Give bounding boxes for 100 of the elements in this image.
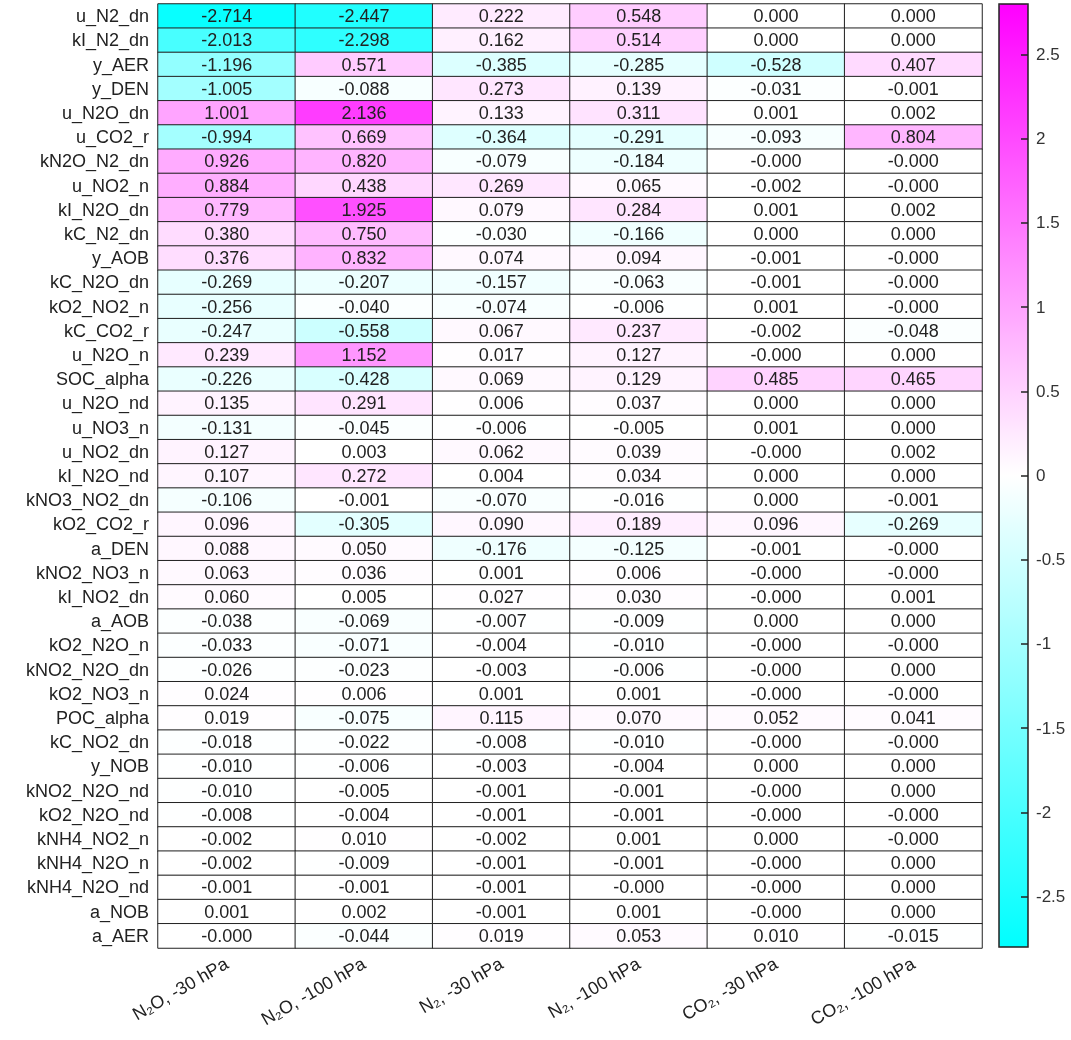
data-label: -0.008 bbox=[475, 732, 527, 753]
data-label: 0.002 bbox=[890, 441, 936, 462]
data-label: -0.026 bbox=[201, 659, 253, 680]
data-label: -0.000 bbox=[750, 683, 802, 704]
data-label: 0.269 bbox=[478, 175, 524, 196]
data-label: -0.125 bbox=[613, 538, 665, 559]
color-bar-label: 1.5 bbox=[1036, 213, 1060, 233]
data-label: 0.000 bbox=[890, 393, 936, 414]
data-label: -0.001 bbox=[475, 853, 527, 874]
data-label: -0.364 bbox=[475, 127, 527, 148]
data-label: 0.001 bbox=[753, 102, 799, 123]
data-label: 0.000 bbox=[890, 756, 936, 777]
y-tick-label: kC_CO2_r bbox=[63, 320, 149, 342]
data-label: -0.004 bbox=[338, 804, 390, 825]
data-label: -0.994 bbox=[201, 127, 253, 148]
data-label: 0.000 bbox=[890, 417, 936, 438]
data-label: 0.571 bbox=[341, 54, 387, 75]
y-tick-label: u_N2O_dn bbox=[61, 102, 149, 124]
data-label: 0.001 bbox=[753, 417, 799, 438]
data-label: -0.002 bbox=[201, 829, 253, 850]
data-label: 0.107 bbox=[204, 466, 250, 486]
y-tick-label: kO2_NO3_n bbox=[48, 683, 149, 705]
data-label: -0.000 bbox=[750, 635, 802, 656]
data-label: -0.069 bbox=[338, 611, 390, 632]
data-label: -0.000 bbox=[887, 683, 939, 704]
data-label: -0.031 bbox=[750, 78, 802, 99]
y-tick-label: a_AOB bbox=[90, 611, 149, 633]
data-label: 0.127 bbox=[204, 441, 250, 462]
data-label: 0.291 bbox=[341, 393, 387, 414]
data-label: -0.131 bbox=[201, 417, 253, 438]
data-label: -0.007 bbox=[475, 611, 527, 632]
data-label: 0.027 bbox=[478, 587, 524, 608]
data-label: -0.256 bbox=[201, 296, 253, 317]
data-label: 0.053 bbox=[616, 925, 662, 946]
y-tick-label: kNH4_N2O_n bbox=[36, 853, 149, 875]
data-label: -0.285 bbox=[613, 54, 665, 75]
data-label: -0.016 bbox=[613, 490, 665, 511]
data-label: -0.000 bbox=[750, 587, 802, 608]
data-label: 0.037 bbox=[616, 393, 662, 414]
y-tick-label: a_NOB bbox=[89, 901, 149, 923]
data-label: -0.071 bbox=[338, 635, 390, 656]
data-label: -0.000 bbox=[613, 877, 665, 898]
data-label: 0.017 bbox=[478, 344, 524, 365]
data-label: 0.019 bbox=[478, 925, 524, 946]
data-label: -0.528 bbox=[750, 54, 802, 75]
data-label: -0.063 bbox=[613, 272, 665, 293]
data-label: 0.090 bbox=[478, 514, 524, 535]
data-label: 0.010 bbox=[753, 925, 799, 946]
x-tick-label: N₂, -100 hPa bbox=[544, 953, 644, 1023]
data-label: -0.184 bbox=[613, 151, 665, 172]
data-label: -2.447 bbox=[338, 6, 390, 27]
y-tick-label: kNO2_NO3_n bbox=[35, 562, 149, 584]
color-bar-label: -0.5 bbox=[1036, 550, 1066, 570]
data-label: -0.001 bbox=[887, 78, 939, 99]
data-label: 0.284 bbox=[616, 199, 662, 220]
data-label: -0.079 bbox=[475, 151, 527, 172]
data-label: 0.096 bbox=[753, 514, 799, 535]
data-label: 0.820 bbox=[341, 151, 387, 172]
data-label: -0.002 bbox=[750, 320, 802, 341]
data-label: 0.000 bbox=[753, 611, 799, 632]
data-label: -0.023 bbox=[338, 659, 390, 680]
data-label: -0.000 bbox=[887, 296, 939, 317]
color-bar-label: -2.5 bbox=[1036, 886, 1066, 906]
data-label: -0.093 bbox=[750, 127, 802, 148]
data-label: -0.006 bbox=[613, 296, 665, 317]
data-label: 0.001 bbox=[753, 296, 799, 317]
data-label: 0.052 bbox=[753, 708, 799, 729]
data-label: -0.226 bbox=[201, 369, 253, 390]
data-label: 1.925 bbox=[341, 199, 387, 220]
data-label: 0.133 bbox=[478, 102, 524, 123]
data-label: 0.485 bbox=[753, 369, 799, 390]
data-label: 0.070 bbox=[616, 708, 662, 729]
data-label: 0.127 bbox=[616, 344, 662, 365]
data-label: -0.004 bbox=[613, 756, 665, 777]
x-tick-label: N₂O, -30 hPa bbox=[129, 953, 232, 1025]
data-label: -0.010 bbox=[613, 635, 665, 656]
data-label: 0.162 bbox=[478, 30, 524, 51]
data-label: -0.000 bbox=[887, 175, 939, 196]
data-label: -0.001 bbox=[750, 248, 802, 269]
data-label: 0.000 bbox=[753, 30, 799, 51]
y-tick-label: a_DEN bbox=[90, 538, 149, 560]
data-label: 0.050 bbox=[341, 538, 387, 559]
data-label: -2.714 bbox=[201, 6, 253, 27]
data-label: 0.063 bbox=[204, 562, 250, 583]
y-tick-label: kNH4_NO2_n bbox=[36, 829, 149, 851]
data-label: -1.005 bbox=[201, 78, 253, 99]
data-label: -0.010 bbox=[613, 732, 665, 753]
data-label: 0.024 bbox=[204, 683, 250, 704]
data-label: -0.030 bbox=[475, 223, 527, 244]
data-label: 0.002 bbox=[341, 901, 387, 922]
y-tick-label: SOC_alpha bbox=[55, 369, 150, 391]
data-label: 0.000 bbox=[890, 877, 936, 898]
y-tick-label: u_NO2_n bbox=[71, 175, 149, 197]
data-label: 0.030 bbox=[616, 587, 662, 608]
data-label: -0.001 bbox=[338, 490, 390, 511]
y-tick-label: kC_N2_dn bbox=[63, 223, 149, 245]
data-label: -0.000 bbox=[750, 344, 802, 365]
data-label: 0.189 bbox=[616, 514, 662, 535]
data-label: 0.272 bbox=[341, 466, 387, 486]
data-label: 0.003 bbox=[341, 441, 387, 462]
